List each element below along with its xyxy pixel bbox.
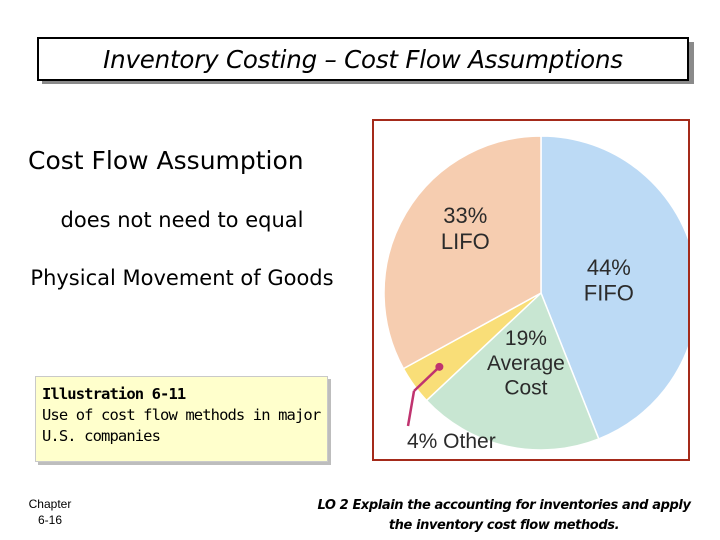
learning-objective-footer: LO 2 Explain the accounting for inventor…: [317, 498, 691, 533]
illustration-label: Illustration 6-11: [42, 385, 186, 403]
chapter-page: 6-16: [37, 513, 63, 527]
pie-label-fifo-name: FIFO: [584, 281, 634, 306]
pie-label-fifo-value: 44%: [587, 255, 631, 280]
pie-slice-average-cost: [425, 291, 600, 451]
cost-flow-heading: Cost Flow Assumption: [28, 146, 304, 175]
chapter-footer: Chapter 6-16: [14, 496, 86, 528]
pie-label-lifo-name: LIFO: [441, 229, 490, 254]
pie-label-other: 4% Other: [407, 430, 496, 453]
chapter-label: Chapter: [28, 497, 72, 511]
other-pointer-dot: [435, 362, 444, 371]
pie-chart-frame: 44% FIFO 19% Average Cost 4% Other 33% LIFO: [372, 119, 690, 461]
title-box: Inventory Costing – Cost Flow Assumption…: [37, 37, 689, 81]
pie-label-average-cost-name: Average: [487, 352, 565, 375]
pie-slice-lifo: [383, 135, 542, 370]
illustration-caption: Use of cost flow methods in major U.S. c…: [42, 406, 321, 445]
slide-title: Inventory Costing – Cost Flow Assumption…: [103, 44, 623, 74]
pie-slice-fifo: [540, 135, 688, 440]
other-pointer-line: [413, 365, 441, 392]
pie-label-lifo-value: 33%: [443, 203, 487, 228]
body-line-2: Physical Movement of Goods: [30, 266, 334, 290]
other-pointer-line-2: [406, 390, 416, 427]
body-line-1: does not need to equal: [60, 208, 304, 232]
pie-label-average-cost-value: 19%: [505, 327, 547, 350]
pie-label-average-cost-name: Cost: [504, 377, 547, 400]
illustration-box: Illustration 6-11 Use of cost flow metho…: [35, 376, 328, 462]
pie-slices: [383, 135, 688, 451]
